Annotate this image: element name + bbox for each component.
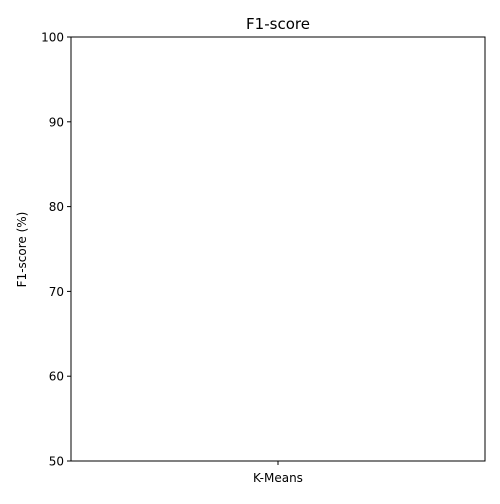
- y-tick-label: 100: [41, 31, 64, 45]
- chart-title: F1-score: [246, 15, 310, 33]
- y-tick-label: 50: [49, 455, 64, 469]
- y-tick-label: 80: [49, 200, 64, 214]
- x-axis-ticks: K-Means: [253, 461, 303, 485]
- plot-area-frame: [70, 36, 486, 462]
- x-tick-label: K-Means: [253, 471, 303, 485]
- y-tick-label: 60: [49, 370, 64, 384]
- y-axis-label: F1-score (%): [15, 212, 29, 288]
- y-tick-label: 70: [49, 285, 64, 299]
- y-axis-ticks: 50 60 70 80 90 100: [41, 31, 71, 469]
- y-tick-label: 90: [49, 115, 64, 129]
